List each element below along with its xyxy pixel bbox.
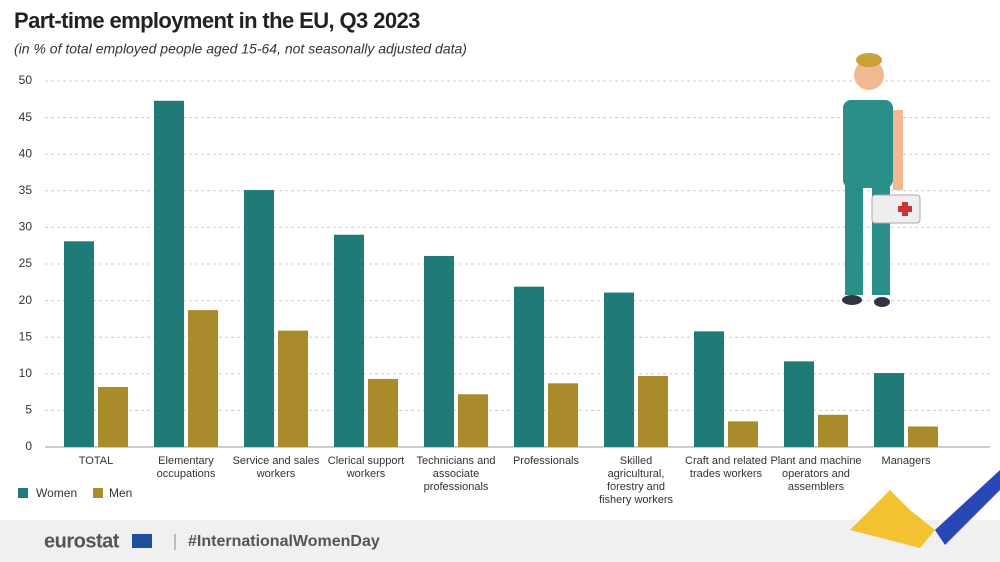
bar	[694, 331, 724, 447]
legend-label: Men	[109, 486, 132, 500]
bar	[784, 361, 814, 447]
nurse-illustration	[842, 53, 921, 307]
y-tick-label: 40	[19, 146, 33, 160]
bar	[548, 383, 578, 447]
y-tick-label: 50	[19, 73, 33, 87]
y-tick-label: 30	[19, 220, 33, 234]
y-tick-label: 15	[19, 329, 33, 343]
bar	[154, 100, 184, 447]
y-tick-label: 35	[19, 183, 33, 197]
chart-subtitle: (in % of total employed people aged 15-6…	[14, 41, 467, 57]
y-tick-label: 10	[19, 366, 33, 380]
y-tick-label: 45	[19, 110, 33, 124]
x-tick-label: Service and sales workers	[232, 455, 320, 480]
x-tick-label: Technicians and associate professionals	[416, 455, 496, 493]
legend-label: Women	[36, 486, 77, 500]
bar	[458, 394, 488, 447]
bar	[908, 426, 938, 447]
bar	[334, 234, 364, 447]
bar	[64, 241, 94, 447]
x-tick-label: Professionals	[512, 455, 580, 467]
source-logo: eurostat	[44, 530, 120, 552]
bar	[424, 255, 454, 447]
y-tick-label: 0	[25, 439, 32, 453]
bar	[604, 292, 634, 447]
bar	[244, 190, 274, 447]
bar	[638, 375, 668, 447]
x-tick-label: Plant and machine operators and assemble…	[770, 455, 862, 493]
hashtag: #InternationalWomenDay	[188, 533, 380, 550]
x-tick-label: Managers	[881, 455, 931, 467]
bar	[874, 373, 904, 447]
x-tick-label: Craft and related trades workers	[685, 455, 767, 480]
bar	[368, 378, 398, 447]
bar	[98, 386, 128, 447]
legend-swatch	[18, 488, 28, 498]
bar	[728, 421, 758, 447]
footer-band	[0, 520, 1000, 562]
eu-flag	[132, 534, 152, 548]
bar	[188, 310, 218, 447]
decor-blue	[935, 470, 1000, 545]
legend-swatch	[93, 488, 103, 498]
chart-title: Part-time employment in the EU, Q3 2023	[14, 8, 420, 33]
x-tick-label: Elementary occupations	[156, 455, 216, 480]
decor-yellow	[850, 490, 935, 548]
y-tick-label: 25	[19, 256, 33, 270]
x-tick-label: TOTAL	[78, 455, 114, 467]
y-tick-label: 20	[19, 293, 33, 307]
bar	[514, 286, 544, 447]
x-tick-label: Skilled agricultural, forestry and fishe…	[599, 455, 673, 506]
y-tick-label: 5	[25, 403, 32, 417]
bar	[818, 414, 848, 447]
x-tick-label: Clerical support workers	[327, 455, 405, 480]
bar	[278, 330, 308, 447]
